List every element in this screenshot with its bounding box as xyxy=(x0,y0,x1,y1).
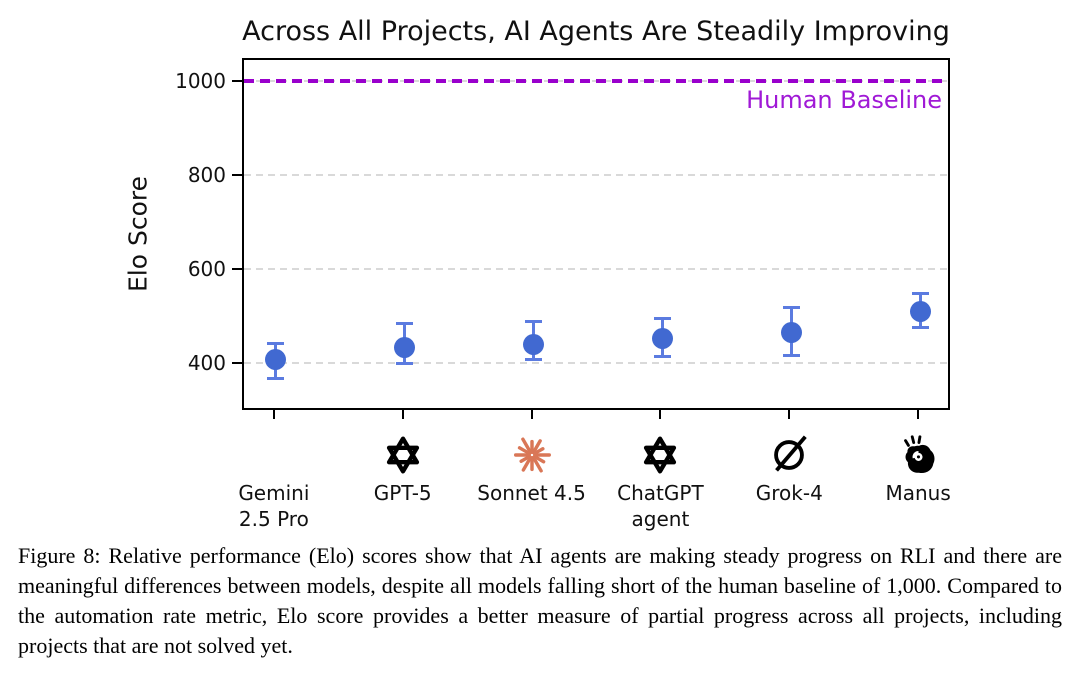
error-cap-bottom-gemini-2-5-pro xyxy=(267,377,285,381)
gridline-600 xyxy=(244,268,948,271)
x-label-line: Gemini xyxy=(238,481,310,505)
data-point-chatgpt-agent xyxy=(651,328,673,350)
y-tick-label-800: 800 xyxy=(187,163,226,188)
x-tick-gemini-2-5-pro xyxy=(272,410,275,419)
y-tick-label-600: 600 xyxy=(187,257,226,282)
gridline-800 xyxy=(244,174,948,177)
x-label-line: agent xyxy=(631,507,690,531)
manus-icon xyxy=(895,432,941,478)
gemini-icon xyxy=(251,432,297,478)
error-cap-top-gpt-5 xyxy=(396,322,414,326)
x-tick-sonnet-4-5 xyxy=(530,410,533,419)
anthropic-icon xyxy=(509,432,555,478)
data-point-gpt-5 xyxy=(394,336,416,358)
error-cap-bottom-gpt-5 xyxy=(396,362,414,365)
error-cap-top-gemini-2-5-pro xyxy=(267,341,285,345)
human-baseline-label: Human Baseline xyxy=(746,86,942,115)
error-cap-bottom-sonnet-4-5 xyxy=(525,358,543,362)
x-tick-manus xyxy=(917,410,920,419)
data-point-manus xyxy=(909,301,931,323)
x-label-line: Manus xyxy=(885,481,951,505)
y-tick-600 xyxy=(232,268,242,271)
figure-caption: Figure 8: Relative performance (Elo) sco… xyxy=(18,543,1062,658)
data-point-gemini-2-5-pro xyxy=(265,348,287,370)
human-baseline-line xyxy=(244,79,948,84)
chart-title: Across All Projects, AI Agents Are Stead… xyxy=(242,16,950,47)
data-point-grok-4 xyxy=(780,321,802,343)
error-cap-bottom-manus xyxy=(911,326,929,330)
error-cap-bottom-chatgpt-agent xyxy=(653,354,671,358)
error-cap-top-manus xyxy=(911,292,929,296)
y-tick-400 xyxy=(232,362,242,365)
gridline-400 xyxy=(244,362,948,365)
plot-area: Human Baseline xyxy=(242,58,950,410)
x-label-line: GPT-5 xyxy=(373,481,432,505)
error-cap-top-sonnet-4-5 xyxy=(525,319,543,323)
x-tick-gpt-5 xyxy=(401,410,404,419)
openai-icon xyxy=(380,432,426,478)
error-cap-bottom-grok-4 xyxy=(782,354,800,358)
x-label-gemini-2-5-pro: Gemini 2.5 Pro xyxy=(199,480,349,532)
x-label-line: Sonnet 4.5 xyxy=(477,481,586,505)
x-label-sonnet-4-5: Sonnet 4.5 xyxy=(457,480,607,506)
y-tick-1000 xyxy=(232,80,242,83)
x-label-line: 2.5 Pro xyxy=(238,507,309,531)
x-label-line: ChatGPT xyxy=(617,481,704,505)
x-tick-chatgpt-agent xyxy=(659,410,662,419)
openai-icon xyxy=(637,432,683,478)
error-cap-top-chatgpt-agent xyxy=(653,316,671,320)
y-tick-800 xyxy=(232,174,242,177)
y-tick-label-1000: 1000 xyxy=(175,69,226,94)
x-label-line: Grok-4 xyxy=(755,481,823,505)
y-axis-label: Elo Score xyxy=(123,175,153,293)
x-label-grok-4: Grok-4 xyxy=(714,480,864,506)
data-point-sonnet-4-5 xyxy=(523,333,545,355)
grok-icon xyxy=(766,432,812,478)
x-tick-grok-4 xyxy=(788,410,791,419)
x-label-chatgpt-agent: ChatGPT agent xyxy=(585,480,735,532)
error-cap-top-grok-4 xyxy=(782,305,800,309)
x-label-gpt-5: GPT-5 xyxy=(328,480,478,506)
y-tick-label-400: 400 xyxy=(187,351,226,376)
x-label-manus: Manus xyxy=(843,480,993,506)
